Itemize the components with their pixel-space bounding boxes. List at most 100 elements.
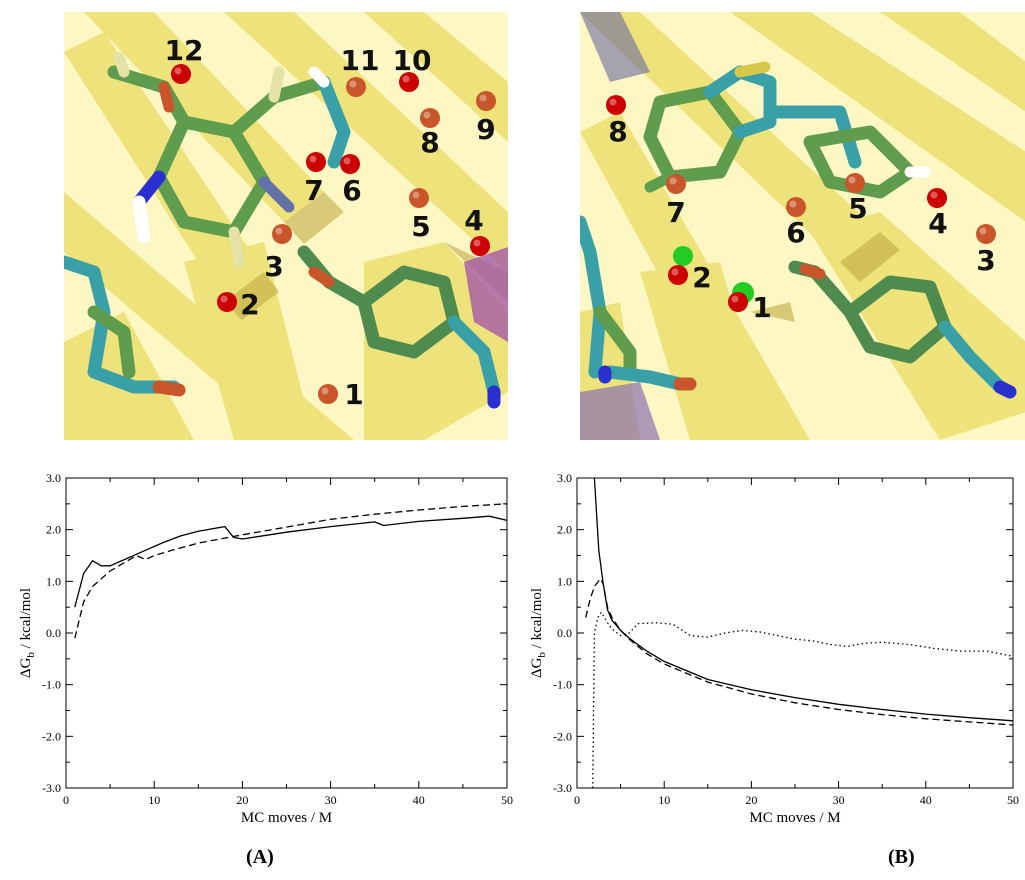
sphere-highlight (220, 295, 228, 303)
water-site-2: 2 (217, 288, 260, 321)
sphere-highlight (473, 239, 481, 247)
water-site-3: 3 (976, 224, 996, 277)
y-tick-label: 3.0 (557, 471, 572, 485)
water-site-label: 1 (752, 291, 771, 324)
water-site-label: 3 (976, 244, 995, 277)
water-site-5: 5 (409, 188, 431, 243)
water-site-label: 4 (464, 204, 483, 237)
water-sphere (476, 91, 496, 111)
sphere-highlight (609, 98, 617, 106)
water-site-11: 11 (341, 44, 380, 97)
series-line-solid (593, 477, 1014, 722)
water-site-4: 4 (464, 204, 490, 256)
water-sphere (340, 154, 360, 174)
water-site-4: 4 (927, 188, 948, 240)
water-sphere (306, 152, 326, 172)
green-ion-2 (673, 246, 693, 266)
water-site-label: 7 (666, 196, 685, 229)
water-sphere (171, 64, 191, 84)
water-site-1: 1 (318, 378, 364, 411)
y-axis-title-unit: / kcal/mol (529, 588, 545, 652)
sphere-highlight (423, 111, 431, 119)
chart-b: 0 10 20 30 40 50 -3.0 -2.0 -1.0 0.0 1.0 2.0 3.0 MC mo… (510, 464, 1025, 844)
y-tick-label: -3.0 (553, 781, 572, 795)
x-tick-label: 20 (236, 793, 248, 807)
water-site-label: 9 (476, 113, 495, 146)
water-site-label: 4 (928, 207, 947, 240)
x-tick-label: 40 (413, 793, 425, 807)
chart-a-svg: 0 10 20 30 40 50 -3.0 -2.0 -1.0 0.0 1.0 2.0 3.0 MC mo… (18, 471, 513, 826)
x-tick-label: 0 (63, 793, 69, 807)
x-tick-label: 50 (1007, 793, 1019, 807)
water-sphere (272, 224, 292, 244)
water-sphere (318, 384, 338, 404)
water-site-8: 8 (420, 108, 440, 159)
sphere-highlight (731, 295, 739, 303)
water-site-5: 5 (845, 173, 868, 225)
sphere-highlight (402, 75, 410, 83)
y-tick-label: -2.0 (42, 729, 61, 743)
water-site-label: 7 (304, 174, 323, 207)
water-sites-b: 1 2 34 5 6 7 8 (606, 95, 996, 324)
water-site-label: 11 (341, 44, 380, 77)
y-tick-label: 3.0 (46, 471, 61, 485)
sphere-highlight (930, 191, 938, 199)
water-site-label: 12 (165, 34, 204, 67)
sphere-highlight (412, 191, 420, 199)
sphere-highlight (343, 157, 351, 165)
water-sphere (666, 174, 686, 194)
plot-frame (576, 477, 1014, 789)
series-line-solid (74, 515, 508, 608)
water-sphere (606, 95, 626, 115)
y-tick-label: 0.0 (557, 626, 572, 640)
water-sphere (470, 236, 490, 256)
y-axis-title-main: ΔG (529, 657, 545, 678)
x-tick-label: 30 (833, 793, 845, 807)
water-site-12: 12 (165, 34, 204, 84)
water-site-label: 8 (608, 115, 627, 148)
y-tick-label: 1.0 (46, 574, 61, 588)
y-axis-title-subscript: b (536, 652, 548, 658)
y-tick-label: 1.0 (557, 574, 572, 588)
x-tick-label: 10 (658, 793, 670, 807)
y-tick-label: -3.0 (42, 781, 61, 795)
sphere-highlight (349, 80, 357, 88)
water-site-label: 5 (848, 192, 867, 225)
y-axis-title-unit: / kcal/mol (18, 588, 34, 652)
water-site-label: 2 (240, 288, 259, 321)
water-site-7: 7 (304, 152, 326, 207)
structure-image-a: 1 2 3 4 5 6 7 8 9 10 11 12 (64, 12, 508, 440)
plot-frame (65, 477, 508, 789)
water-sphere (217, 292, 237, 312)
water-site-2: 2 (668, 261, 712, 294)
sphere-highlight (309, 155, 317, 163)
water-sphere (409, 188, 429, 208)
sphere-highlight (275, 227, 283, 235)
water-site-6: 6 (340, 154, 362, 207)
structure-render-b: 1 2 34 5 6 7 8 (580, 12, 1025, 440)
water-site-9: 9 (476, 91, 496, 146)
y-tick-label: 0.0 (46, 626, 61, 640)
sphere-highlight (321, 387, 329, 395)
y-tick-label: 2.0 (46, 523, 61, 537)
sphere-highlight (848, 176, 856, 184)
water-site-10: 10 (393, 44, 431, 92)
x-tick-label: 50 (501, 793, 513, 807)
water-sphere (728, 292, 748, 312)
water-site-3: 3 (264, 224, 292, 283)
chart-a: 0 10 20 30 40 50 -3.0 -2.0 -1.0 0.0 1.0 2.0 3.0 MC mo… (0, 464, 520, 844)
sphere-highlight (789, 200, 797, 208)
chart-b-svg: 0 10 20 30 40 50 -3.0 -2.0 -1.0 0.0 1.0 2.0 3.0 MC mo… (529, 471, 1019, 826)
y-tick-label: 2.0 (557, 523, 572, 537)
y-tick-label: -1.0 (553, 678, 572, 692)
x-tick-label: 0 (574, 793, 580, 807)
x-axis-title: MC moves / M (749, 810, 840, 826)
sphere-highlight (671, 268, 679, 276)
water-site-1: 1 (728, 291, 772, 324)
y-axis-title: ΔGb / kcal/mol (18, 588, 37, 678)
series-line-dotted (592, 611, 1014, 789)
y-axis-title: ΔGb / kcal/mol (529, 588, 548, 678)
